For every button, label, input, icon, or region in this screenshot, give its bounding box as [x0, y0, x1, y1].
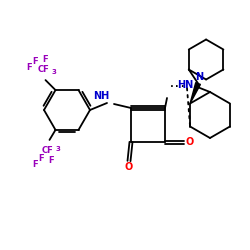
- Text: CF: CF: [38, 65, 50, 74]
- Text: CF: CF: [42, 146, 53, 155]
- Text: 3: 3: [56, 146, 60, 152]
- Text: ···: ···: [169, 82, 186, 92]
- Text: NH: NH: [93, 91, 109, 101]
- Text: F: F: [33, 160, 38, 169]
- Text: O: O: [185, 137, 193, 147]
- Text: HN: HN: [177, 80, 193, 90]
- Text: 3: 3: [52, 69, 57, 75]
- Polygon shape: [190, 82, 200, 103]
- Text: N: N: [195, 72, 203, 82]
- Text: O: O: [125, 162, 133, 172]
- Text: F: F: [27, 63, 32, 72]
- Text: F: F: [39, 154, 44, 163]
- Text: F: F: [33, 57, 38, 66]
- Text: F: F: [49, 156, 54, 165]
- Text: F: F: [43, 55, 48, 64]
